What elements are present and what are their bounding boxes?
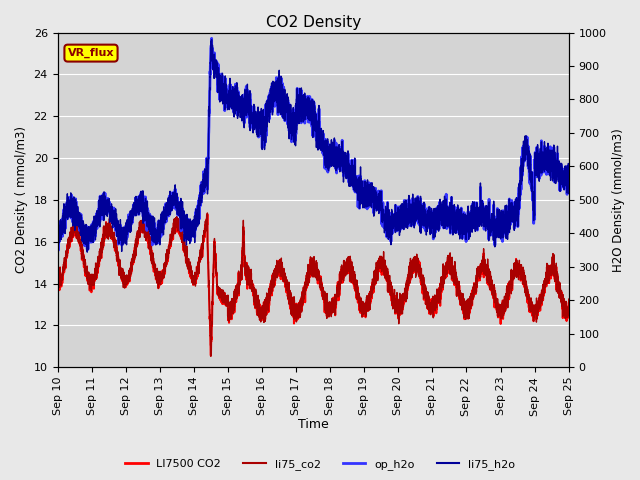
Y-axis label: CO2 Density ( mmol/m3): CO2 Density ( mmol/m3) <box>15 126 28 273</box>
Title: CO2 Density: CO2 Density <box>266 15 361 30</box>
Y-axis label: H2O Density (mmol/m3): H2O Density (mmol/m3) <box>612 128 625 272</box>
X-axis label: Time: Time <box>298 419 328 432</box>
Text: VR_flux: VR_flux <box>68 48 115 58</box>
Legend: LI7500 CO2, li75_co2, op_h2o, li75_h2o: LI7500 CO2, li75_co2, op_h2o, li75_h2o <box>121 455 519 474</box>
